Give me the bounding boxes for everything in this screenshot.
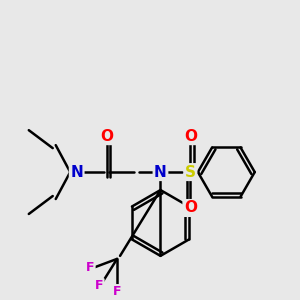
Text: S: S (185, 165, 196, 180)
Text: N: N (154, 165, 167, 180)
Text: O: O (184, 200, 197, 215)
Text: F: F (86, 261, 94, 274)
Text: N: N (70, 165, 83, 180)
Text: O: O (100, 129, 113, 144)
Text: F: F (95, 279, 103, 292)
Text: O: O (184, 129, 197, 144)
Text: F: F (113, 285, 121, 298)
